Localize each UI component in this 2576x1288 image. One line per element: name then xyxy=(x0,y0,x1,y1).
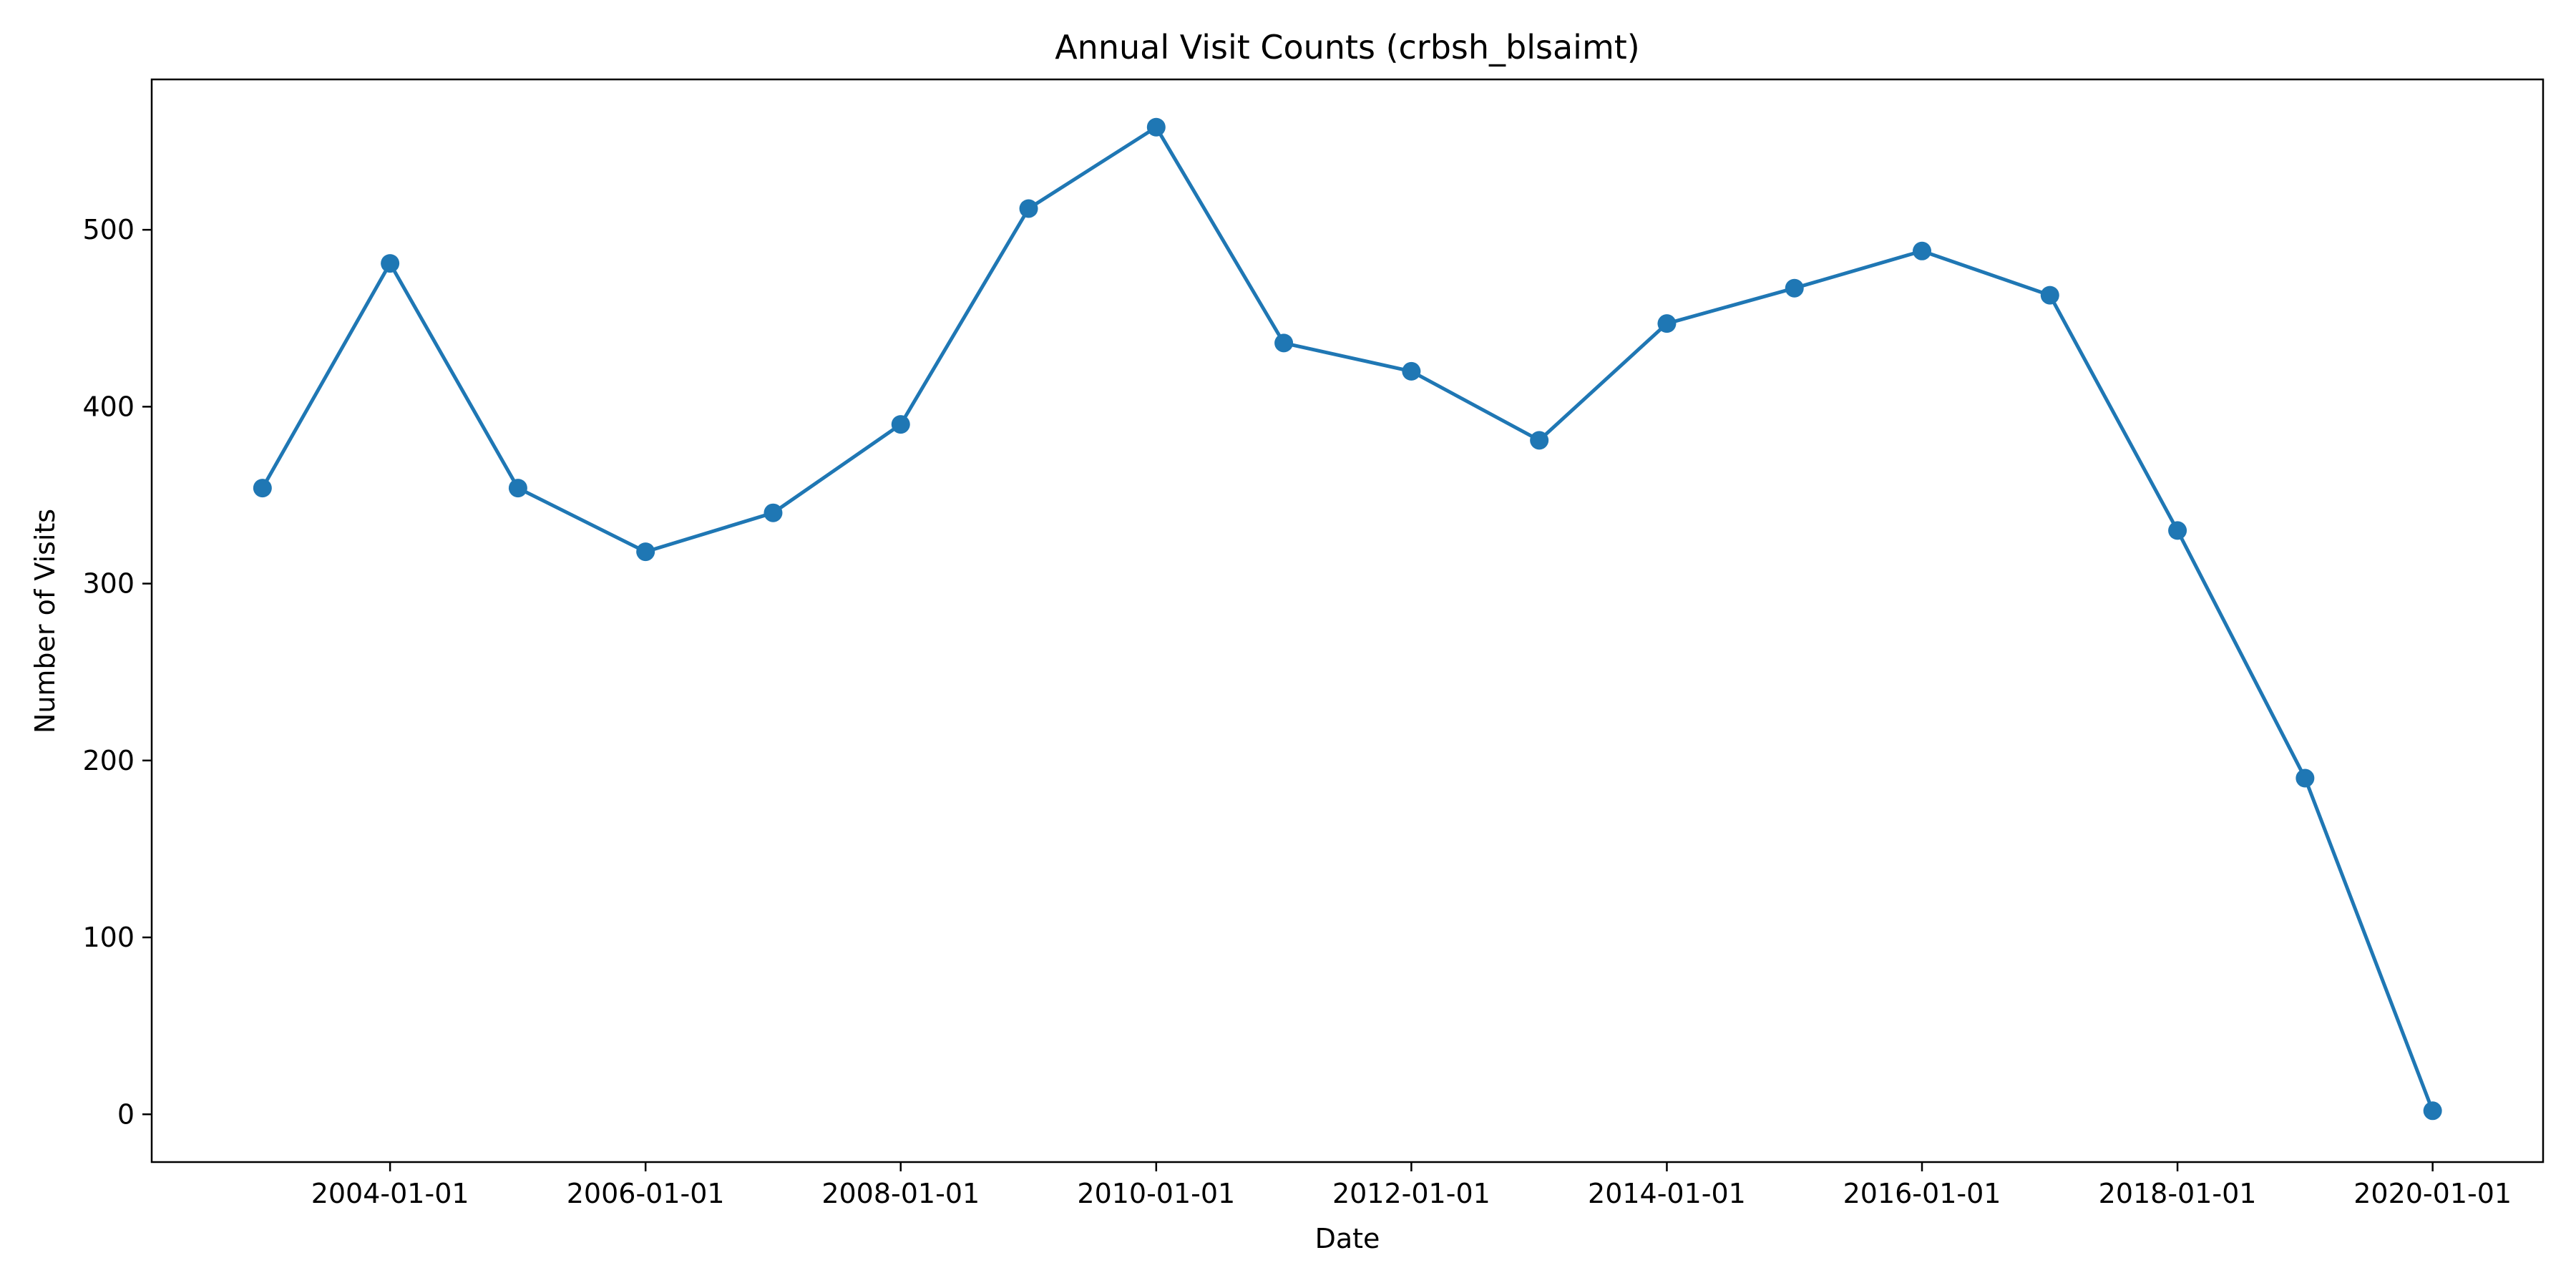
x-tick-label: 2008-01-01 xyxy=(821,1178,980,1209)
data-point xyxy=(2168,521,2187,540)
data-point xyxy=(508,479,527,498)
y-tick-label: 0 xyxy=(117,1098,135,1130)
chart-title: Annual Visit Counts (crbsh_blsaimt) xyxy=(1055,28,1640,67)
data-point xyxy=(2040,286,2059,305)
x-axis-ticks: 2004-01-01 2006-01-01 2008-01-01 2010-01-01… xyxy=(311,1162,2512,1209)
data-point xyxy=(2296,769,2315,788)
x-tick-label: 2014-01-01 xyxy=(1588,1178,1746,1209)
x-tick-label: 2018-01-01 xyxy=(2099,1178,2257,1209)
y-tick-label: 500 xyxy=(82,214,135,245)
data-point xyxy=(2423,1101,2442,1121)
data-point xyxy=(891,415,910,434)
data-point xyxy=(1274,333,1294,353)
y-tick-label: 100 xyxy=(82,922,135,953)
y-tick-label: 200 xyxy=(82,745,135,776)
data-point xyxy=(1019,199,1038,218)
plot-frame xyxy=(150,78,2545,1163)
data-point xyxy=(253,479,272,498)
data-point xyxy=(1530,431,1549,450)
data-point xyxy=(1913,241,1932,260)
y-axis-ticks: 0 100 200 300 400 500 xyxy=(82,214,152,1130)
data-point xyxy=(1785,278,1804,298)
series-line xyxy=(260,125,2435,1113)
x-tick-label: 2016-01-01 xyxy=(1843,1178,2001,1209)
data-point xyxy=(1402,361,1421,381)
data-point xyxy=(381,254,400,273)
x-tick-label: 2004-01-01 xyxy=(311,1178,469,1209)
y-tick-label: 300 xyxy=(82,568,135,600)
data-point xyxy=(636,542,655,562)
data-point xyxy=(1657,314,1677,333)
data-point xyxy=(1146,117,1166,137)
data-point xyxy=(763,503,783,522)
x-tick-label: 2006-01-01 xyxy=(567,1178,725,1209)
x-tick-label: 2012-01-01 xyxy=(1332,1178,1491,1209)
x-tick-label: 2020-01-01 xyxy=(2353,1178,2512,1209)
y-axis-label: Number of Visits xyxy=(29,509,61,733)
x-axis-label: Date xyxy=(1315,1223,1380,1254)
series-layer xyxy=(253,117,2442,1121)
y-tick-label: 400 xyxy=(82,391,135,422)
x-tick-label: 2010-01-01 xyxy=(1077,1178,1235,1209)
